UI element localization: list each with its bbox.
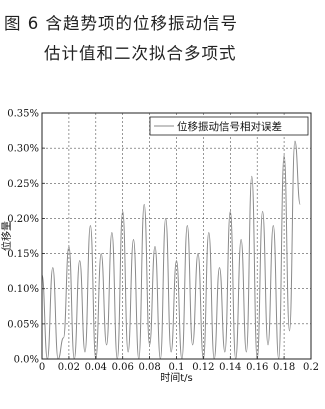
y-tick-label: 0.05% (7, 319, 39, 330)
y-tick-label: 0.10% (7, 284, 39, 295)
x-tick-labels: 0 0.02 0.04 0.06 0.08 0.1 0.12 0.14 0.16 0.18 0.2 (39, 356, 319, 373)
series-layer (41, 140, 301, 360)
figure-caption-line2: 估计值和二次拟合多项式 (44, 44, 237, 63)
x-tick-label: 0.1 (169, 362, 185, 373)
x-tick-label: 0.14 (219, 362, 241, 373)
y-tick-label: 0.15% (7, 249, 39, 260)
x-tick-label: 0.08 (138, 362, 160, 373)
x-tick-label: 0.18 (273, 362, 295, 373)
figure-caption-line1: 图 6 含趋势项的位移振动信号 (4, 14, 238, 33)
x-tick-label: 0.04 (85, 362, 107, 373)
y-tick-labels: 0.0% 0.05% 0.10% 0.15% 0.20% 0.25% 0.30% 0.35% (7, 109, 45, 366)
x-tick-label: 0.02 (58, 362, 80, 373)
series-line (41, 140, 301, 360)
y-tick-label: 0.30% (7, 144, 39, 155)
x-tick-label: 0.12 (192, 362, 214, 373)
x-tick-label: 0.16 (246, 362, 268, 373)
grid-layer (42, 113, 311, 359)
y-axis-label: 位移量 (0, 221, 13, 251)
x-tick-label: 0.2 (303, 362, 319, 373)
legend-label: 位移振动信号相对误差 (177, 120, 282, 133)
legend-box (149, 116, 309, 136)
y-tick-label: 0.20% (7, 214, 39, 225)
x-tick-label: 0.06 (112, 362, 134, 373)
legend: 位移振动信号相对误差 (149, 116, 309, 136)
x-axis-label: 时间t/s (160, 371, 193, 384)
y-tick-label: 0.0% (14, 355, 39, 366)
x-tick-label: 0 (39, 362, 45, 373)
y-tick-label: 0.25% (7, 179, 39, 190)
y-tick-label: 0.35% (7, 109, 39, 120)
